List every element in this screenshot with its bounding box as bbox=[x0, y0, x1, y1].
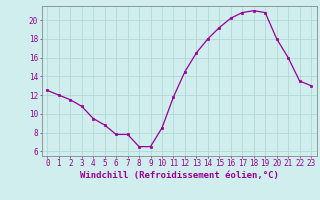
X-axis label: Windchill (Refroidissement éolien,°C): Windchill (Refroidissement éolien,°C) bbox=[80, 171, 279, 180]
